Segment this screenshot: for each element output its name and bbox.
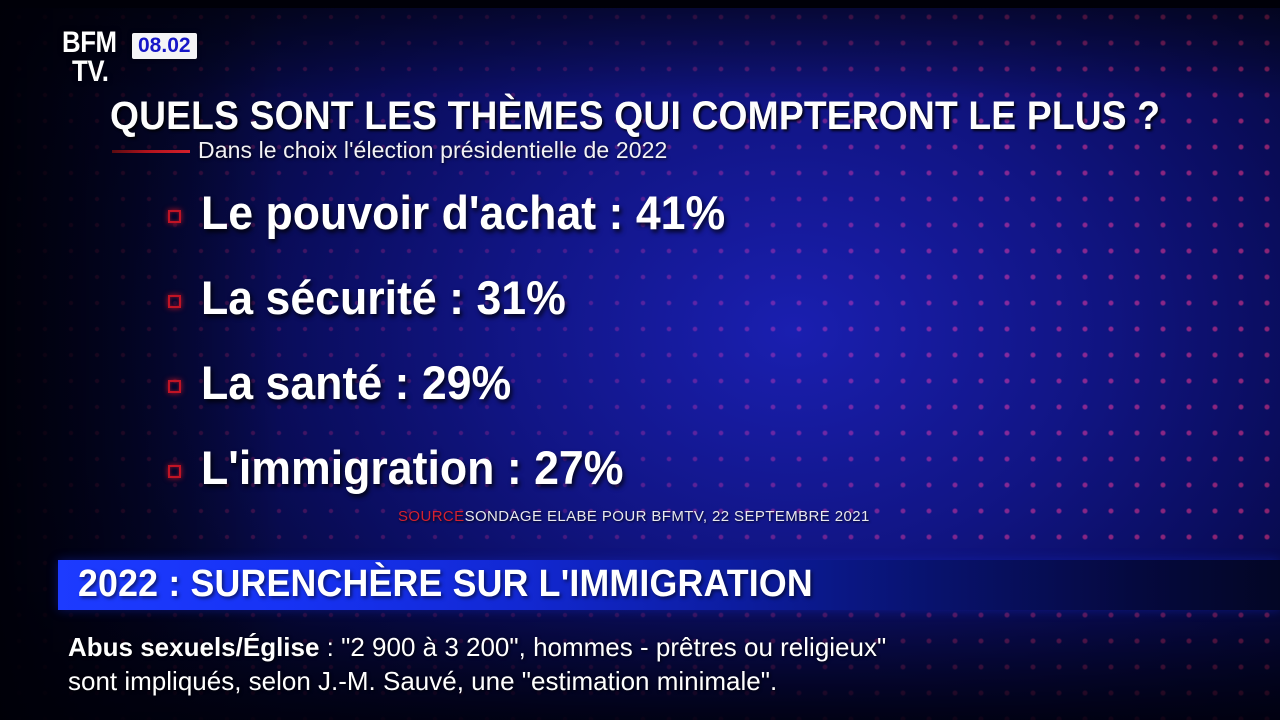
list-item-label: L'immigration : 27%	[201, 441, 624, 494]
page-title: QUELS SONT LES THÈMES QUI COMPTERONT LE …	[110, 94, 1161, 138]
square-bullet-icon	[168, 295, 181, 308]
list-item: La santé : 29%	[168, 359, 948, 453]
square-bullet-icon	[168, 465, 181, 478]
clock-badge: 08.02	[132, 33, 197, 59]
ticker-topic-label: Abus sexuels/Église	[68, 632, 320, 662]
list-item-label: La santé : 29%	[201, 356, 512, 409]
list-item: L'immigration : 27%	[168, 444, 948, 538]
title-underline-rule	[112, 150, 190, 153]
logo-text-tv: TV.	[72, 55, 109, 88]
ticker-text-first: : "2 900 à 3 200", hommes - prêtres ou r…	[319, 632, 887, 662]
ticker-line-two: sont impliqués, selon J.-M. Sauvé, une "…	[68, 666, 778, 696]
banner-headline: 2022 : SURENCHÈRE SUR L'IMMIGRATION	[78, 563, 813, 605]
top-letterbox-bar	[0, 0, 1280, 8]
ticker-line-one: Abus sexuels/Église : "2 900 à 3 200", h…	[68, 630, 1188, 664]
source-attribution: SOURCESONDAGE ELABE POUR BFMTV, 22 SEPTE…	[398, 509, 870, 524]
source-detail: SONDAGE ELABE POUR BFMTV, 22 SEPTEMBRE 2…	[464, 508, 870, 525]
source-label: SOURCE	[398, 508, 465, 525]
page-subtitle: Dans le choix l'élection présidentielle …	[198, 137, 668, 163]
list-item-label: La sécurité : 31%	[201, 271, 566, 324]
list-item: Le pouvoir d'achat : 41%	[168, 189, 948, 283]
clock-time: 08.02	[138, 34, 191, 57]
list-item-label: Le pouvoir d'achat : 41%	[201, 186, 726, 239]
square-bullet-icon	[168, 380, 181, 393]
logo-text-bfm: BFM	[62, 26, 117, 59]
list-item: La sécurité : 31%	[168, 274, 948, 368]
lower-third-banner: 2022 : SURENCHÈRE SUR L'IMMIGRATION	[58, 560, 1280, 610]
news-ticker: Abus sexuels/Église : "2 900 à 3 200", h…	[68, 630, 1188, 698]
square-bullet-icon	[168, 210, 181, 223]
poll-results-list: Le pouvoir d'achat : 41% La sécurité : 3…	[168, 189, 948, 538]
channel-logo: BFM TV.	[62, 28, 282, 94]
